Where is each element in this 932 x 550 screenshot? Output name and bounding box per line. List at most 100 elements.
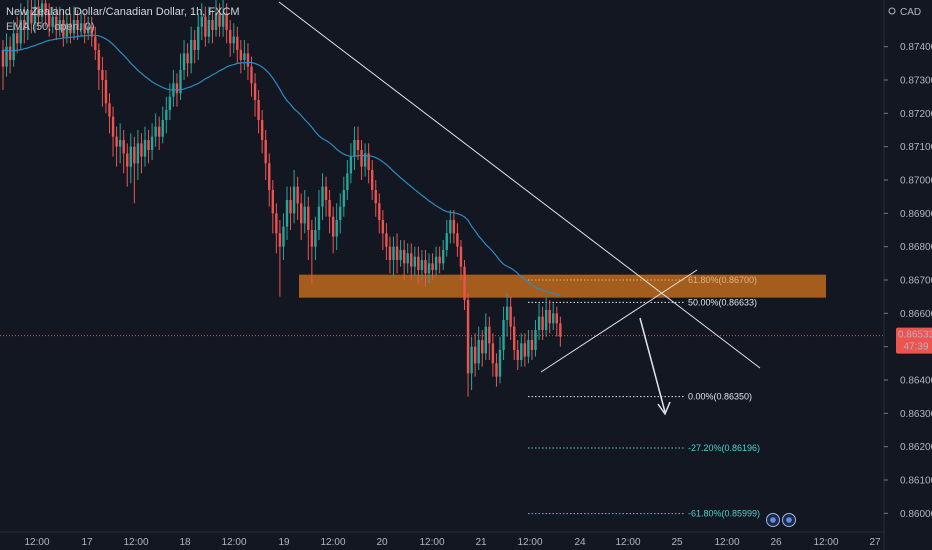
candle-body — [509, 306, 512, 327]
candle-body — [552, 313, 555, 324]
fib-level-label: 61.80%(0.86700) — [688, 275, 757, 285]
candle-body — [452, 220, 456, 234]
candle-body — [523, 343, 527, 357]
candle-body — [459, 246, 463, 267]
candle-body — [335, 220, 338, 237]
resistance-zone[interactable] — [299, 274, 826, 298]
projection-arrow-shaft[interactable] — [639, 317, 666, 413]
candle-body — [282, 226, 285, 247]
time-tick-label: 12:00 — [419, 537, 444, 548]
candle-body — [410, 253, 413, 267]
candle-body — [16, 33, 19, 44]
candle-body — [122, 140, 125, 154]
candle-body — [179, 70, 182, 94]
trendline-drawings[interactable] — [0, 1, 884, 527]
candle-body — [271, 190, 274, 214]
last-price-value: 0.86533 — [898, 330, 932, 341]
candle-body — [371, 170, 374, 190]
chart-legend: New Zealand Dollar/Canadian Dollar, 1h, … — [6, 5, 240, 35]
candle-body — [136, 143, 140, 164]
candle-body — [76, 20, 79, 30]
price-tick-label: 0.86000 — [900, 509, 932, 520]
price-tick-label: 0.86700 — [900, 276, 932, 287]
candle-body — [150, 136, 154, 150]
time-tick-label: 12:00 — [813, 537, 838, 548]
symbol-title[interactable]: New Zealand Dollar/Canadian Dollar, 1h, … — [6, 6, 240, 18]
candle-body — [360, 150, 363, 167]
candle-body — [143, 140, 147, 157]
candle-body — [534, 330, 537, 350]
candle-body — [129, 146, 132, 167]
time-tick-label: 12:00 — [221, 537, 246, 548]
candle-body — [69, 23, 72, 34]
candle-body — [505, 306, 509, 320]
candle-body — [381, 220, 385, 234]
candle-body — [47, 13, 51, 27]
time-tick-label: 12:00 — [615, 537, 640, 548]
candle-body — [378, 203, 381, 220]
time-tick-label: 12:00 — [24, 537, 49, 548]
candle-body — [307, 206, 310, 230]
time-axis[interactable]: 12:00 17 12:00 18 12:00 19 12:00 20 12:00 21 12:00… — [0, 531, 884, 548]
time-tick-label: 18 — [179, 537, 191, 548]
candle-body — [438, 256, 441, 264]
candle-body — [395, 246, 399, 260]
candle-body — [175, 83, 179, 94]
ema-indicator-label[interactable]: EMA (50, open, 0) — [6, 21, 95, 33]
candle-body — [296, 186, 299, 204]
currency-info-icon[interactable] — [888, 7, 896, 15]
candle-body — [200, 16, 203, 27]
candle-body — [548, 310, 551, 324]
candle-body — [243, 53, 246, 60]
candle-body — [285, 200, 289, 227]
candle-body — [37, 6, 40, 17]
candle-body — [51, 16, 54, 27]
candle-body — [65, 23, 69, 37]
candle-body — [101, 70, 104, 80]
last-price-tag[interactable] — [896, 327, 932, 354]
candle-body — [321, 186, 324, 207]
candle-body — [250, 66, 253, 84]
candle-body — [292, 186, 296, 214]
candle-body — [115, 136, 118, 147]
bar-countdown: 47:39 — [903, 342, 928, 353]
ascending-trendline[interactable] — [540, 269, 698, 373]
candle-body — [289, 200, 292, 214]
ema-50-line — [2, 34, 561, 296]
candle-body — [420, 260, 424, 270]
candle-body — [260, 120, 264, 140]
candle-body — [346, 173, 349, 190]
candle-body — [498, 350, 502, 377]
candle-body — [456, 233, 459, 247]
descending-trendline[interactable] — [278, 1, 761, 369]
candle-body — [204, 16, 207, 37]
fibonacci-extension[interactable]: 61.80%(0.86700) 50.00%(0.86633) 0.00%(0.86… — [528, 275, 760, 519]
candle-body — [33, 6, 37, 24]
news-dot-icon — [770, 517, 776, 523]
candle-body — [214, 13, 218, 31]
candle-body — [158, 126, 161, 137]
candle-body — [516, 350, 519, 360]
candle-body — [268, 163, 271, 190]
candle-body — [55, 16, 58, 30]
candle-body — [477, 340, 480, 364]
candle-body — [449, 220, 452, 234]
candle-body — [207, 20, 211, 37]
candle-body — [399, 250, 402, 260]
candle-body — [442, 250, 445, 264]
candle-body — [246, 53, 250, 67]
candle-body — [111, 116, 115, 137]
candle-body — [90, 26, 93, 37]
candle-body — [520, 343, 523, 360]
candle-body — [481, 340, 484, 354]
fib-level-label: -27.20%(0.86196) — [688, 443, 760, 453]
candle-body — [58, 20, 61, 30]
candle-body — [463, 266, 466, 300]
